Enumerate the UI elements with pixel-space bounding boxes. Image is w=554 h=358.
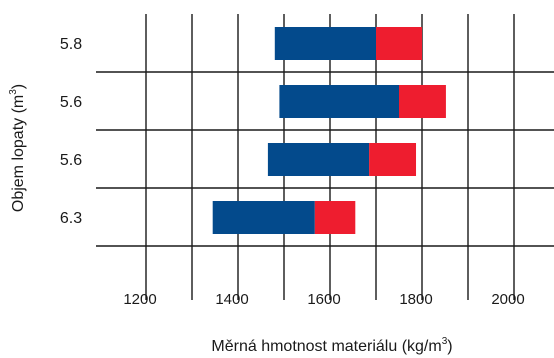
x-axis-title: Měrná hmotnost materiálu (kg/m3) xyxy=(211,336,452,355)
x-tick-label: 2000 xyxy=(491,291,524,308)
x-tick-labels: 1200 1400 1600 1800 2000 xyxy=(123,291,524,308)
bar-series-1-row-4 xyxy=(212,201,315,234)
category-label: 6.3 xyxy=(60,210,82,227)
bar-series-1-row-2 xyxy=(279,85,399,118)
bar-series-2-row-3 xyxy=(369,143,417,176)
bar-series-2-row-1 xyxy=(376,27,422,60)
category-label: 5.6 xyxy=(60,152,82,169)
x-tick-label: 1400 xyxy=(215,291,248,308)
x-tick-label: 1200 xyxy=(123,291,156,308)
y-axis-title: Objem lopaty (m3) xyxy=(8,84,27,212)
bars xyxy=(212,27,446,234)
category-label: 5.8 xyxy=(60,36,82,53)
bar-series-2-row-4 xyxy=(314,201,356,234)
x-tick-label: 1600 xyxy=(307,291,340,308)
bar-series-1-row-3 xyxy=(267,143,370,176)
x-tick-label: 1800 xyxy=(399,291,432,308)
category-label: 5.6 xyxy=(60,94,82,111)
bar-series-2-row-2 xyxy=(399,85,446,118)
y-category-labels: 5.8 5.6 5.6 6.3 xyxy=(60,36,82,227)
bar-series-1-row-1 xyxy=(274,27,376,60)
